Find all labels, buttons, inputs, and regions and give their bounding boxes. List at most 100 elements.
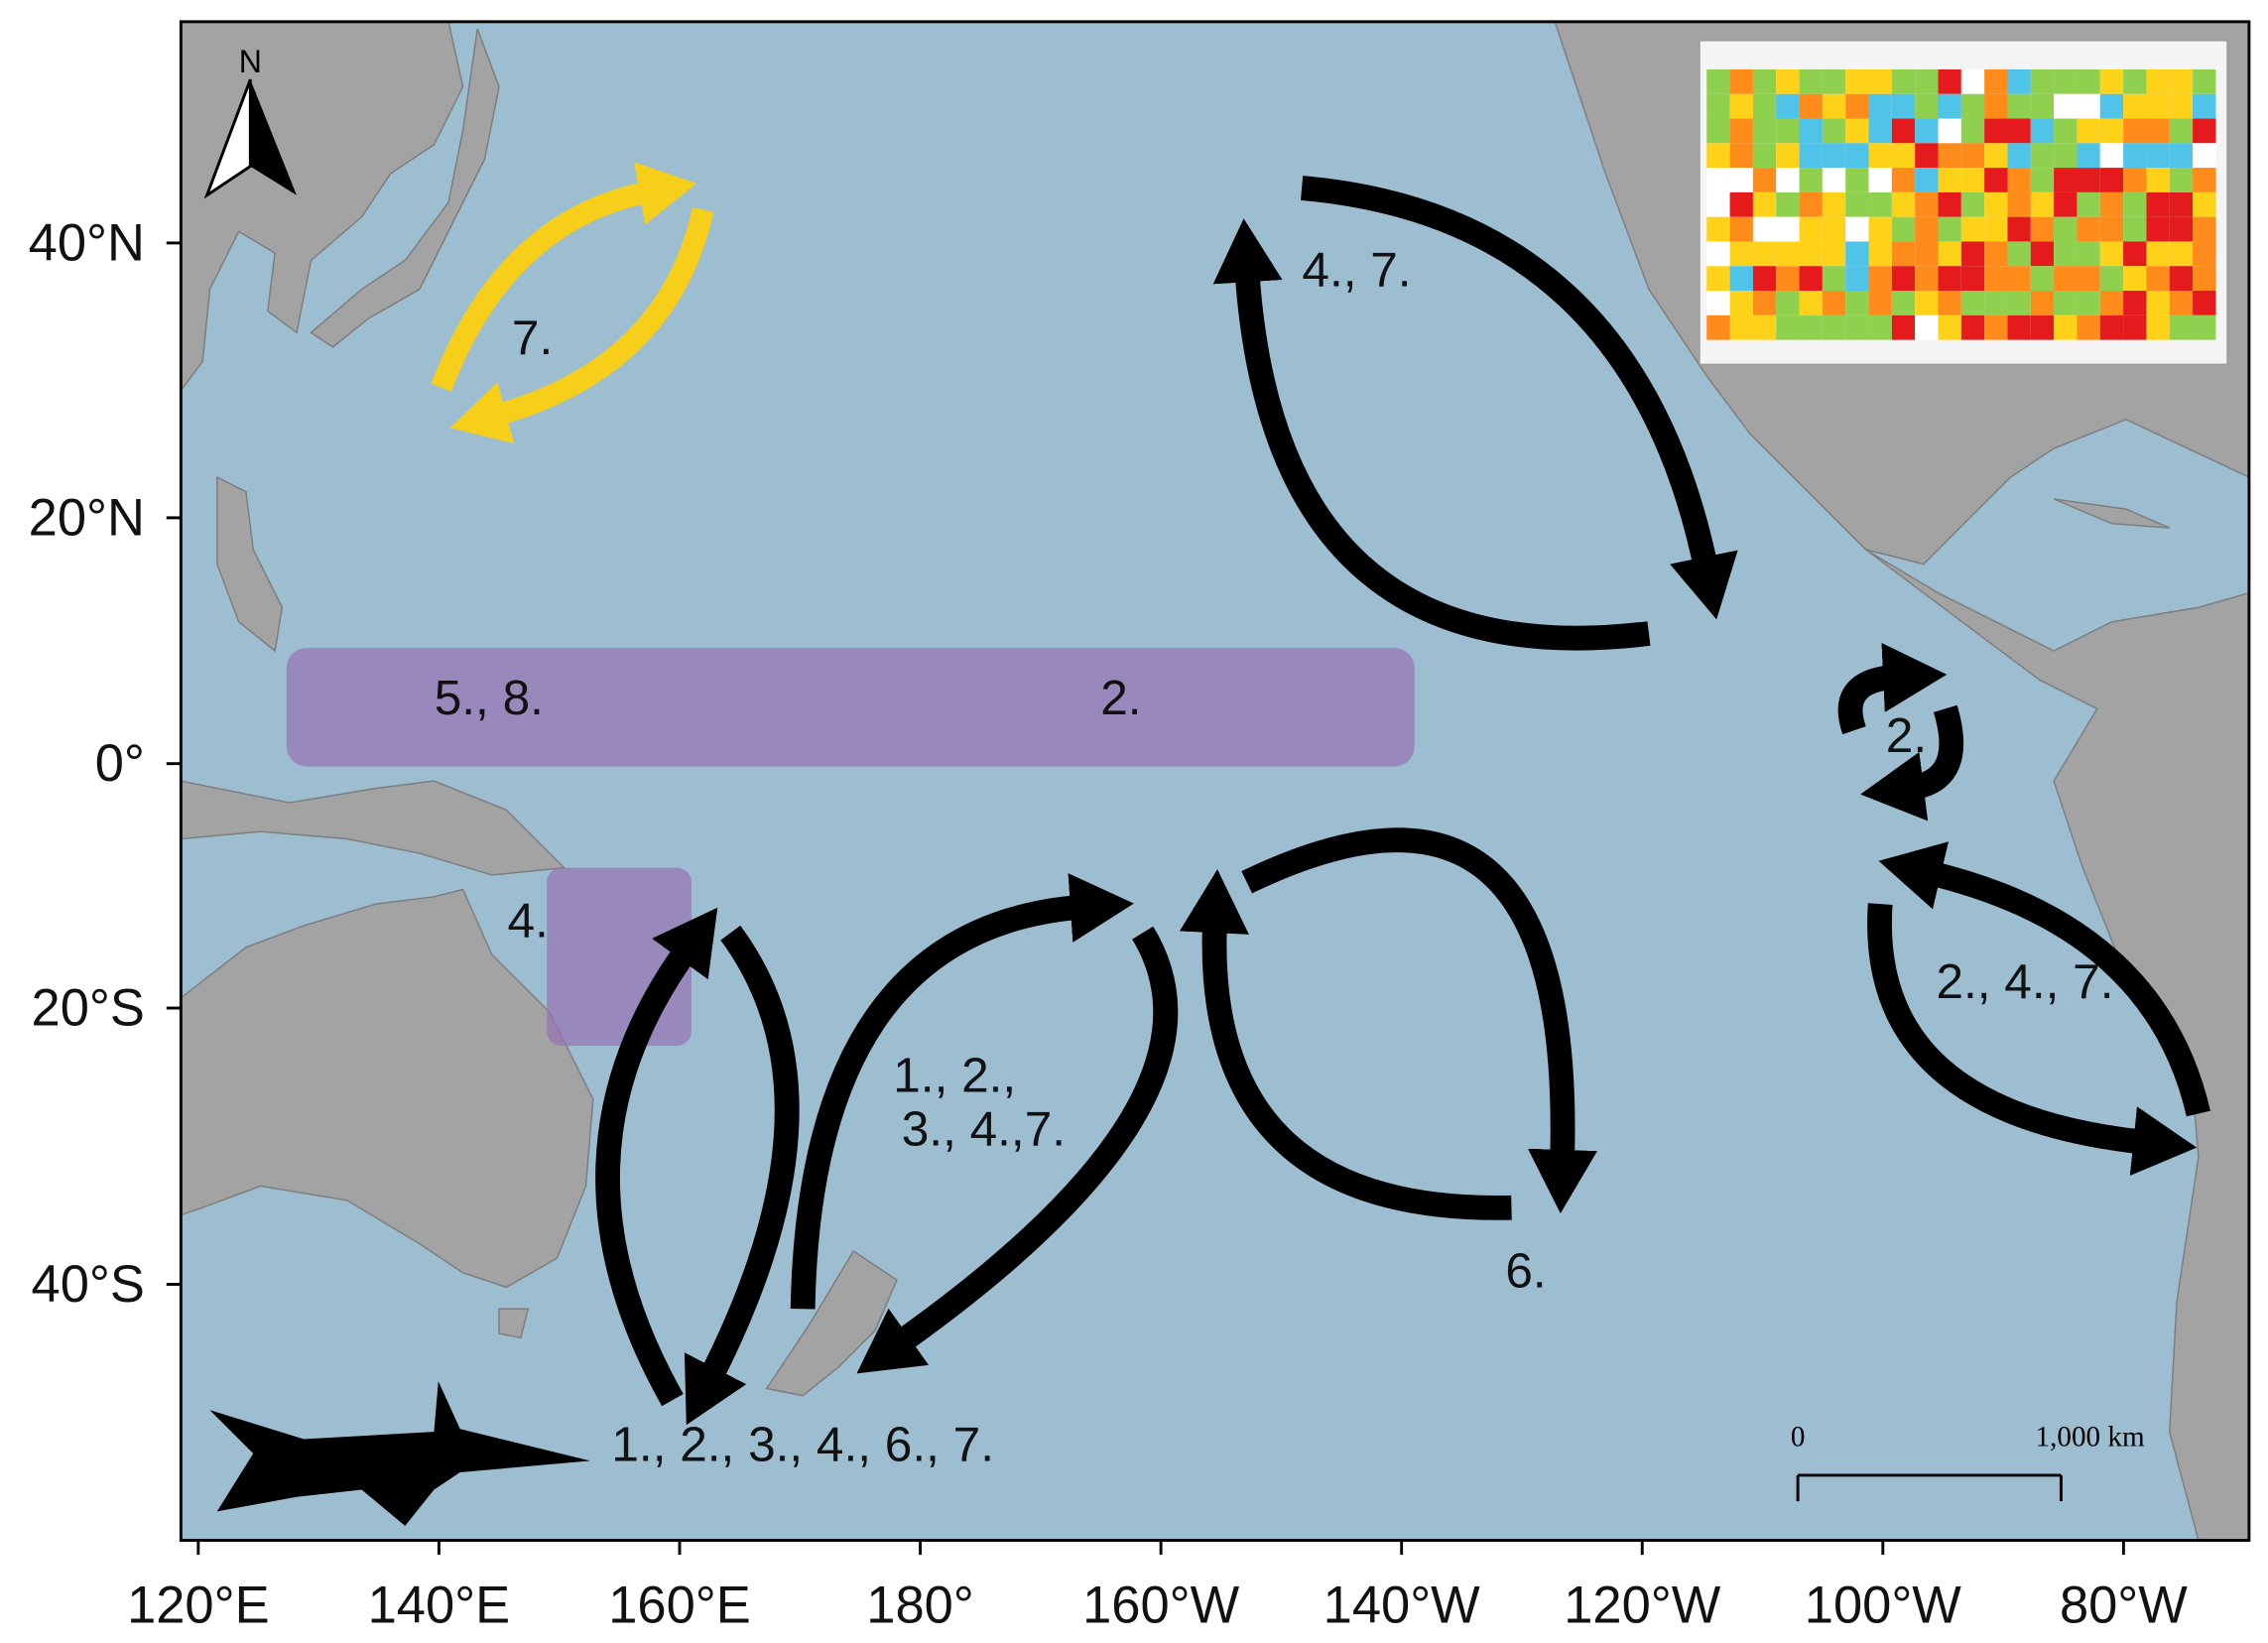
inset-cell xyxy=(1891,216,1916,242)
inset-cell xyxy=(1845,168,1869,192)
inset-cell xyxy=(2123,315,2147,340)
y-tick-label: 20°S xyxy=(32,980,145,1038)
inset-cell xyxy=(1799,216,1823,242)
inset-cell xyxy=(1845,143,1869,169)
inset-cell xyxy=(1822,143,1846,169)
inset-cell xyxy=(1729,68,1753,94)
migration-arrow xyxy=(856,926,1179,1374)
x-tick-label: 140°E xyxy=(368,1578,511,1635)
inset-cell xyxy=(2123,68,2147,94)
inset-cell xyxy=(1845,266,1869,292)
inset-cell xyxy=(2030,315,2055,340)
inset-cell xyxy=(1891,241,1916,267)
migration-arrow xyxy=(1179,869,1512,1220)
inset-cell xyxy=(1891,168,1916,192)
inset-cell xyxy=(1799,118,1823,144)
inset-cell xyxy=(2030,68,2055,94)
inset-cell xyxy=(2169,216,2194,242)
inset-cell xyxy=(1822,68,1846,94)
inset-cell xyxy=(2193,266,2216,292)
inset-cell xyxy=(2146,291,2170,316)
inset-cell xyxy=(2077,68,2100,94)
inset-cell xyxy=(1776,266,1800,292)
x-tick-label: 120°E xyxy=(127,1578,270,1635)
inset-cell xyxy=(1868,216,1892,242)
inset-cell xyxy=(2169,143,2194,169)
inset-cell xyxy=(2099,315,2124,340)
inset-cell xyxy=(1799,315,1823,340)
x-tick-label: 100°W xyxy=(1805,1578,1962,1635)
inset-cell xyxy=(1960,93,1985,119)
inset-cell xyxy=(2077,266,2100,292)
migration-arrow xyxy=(1837,642,1948,735)
inset-cell xyxy=(2169,191,2194,217)
inset-cell xyxy=(2146,118,2170,144)
inset-cell xyxy=(2099,118,2124,144)
inset-cell xyxy=(2030,143,2055,169)
inset-cell xyxy=(1776,93,1800,119)
inset-cell xyxy=(1706,291,1730,316)
inset-cell xyxy=(1706,315,1730,340)
y-tick-label: 40°N xyxy=(29,214,145,272)
inset-cell xyxy=(1776,168,1800,192)
inset-cell xyxy=(2146,216,2170,242)
inset-cell xyxy=(1891,315,1916,340)
y-tick-label: 0° xyxy=(95,735,145,793)
region-label: 2. xyxy=(1886,707,1927,763)
inset-cell xyxy=(2099,168,2124,192)
inset-cell xyxy=(2054,143,2078,169)
region-label: 5., 8. xyxy=(435,670,544,725)
land xyxy=(181,21,2249,1541)
inset-cell xyxy=(1960,118,1985,144)
inset-cell xyxy=(2054,191,2078,217)
inset-cell xyxy=(2099,216,2124,242)
inset-cell xyxy=(1822,93,1846,119)
region-label: 2., 4., 7. xyxy=(1936,953,2113,1009)
inset-cell xyxy=(2007,118,2031,144)
inset-cell xyxy=(1960,216,1985,242)
inset-cell xyxy=(2193,143,2216,169)
inset-cell xyxy=(1799,291,1823,316)
inset-cell xyxy=(2169,118,2194,144)
inset-cell xyxy=(1960,168,1985,192)
region-band xyxy=(286,648,1415,767)
migration-arrow xyxy=(790,873,1134,1310)
inset-cell xyxy=(2054,68,2078,94)
inset-cell xyxy=(2007,168,2031,192)
migration-arrow xyxy=(431,162,697,392)
inset-cell xyxy=(1706,241,1730,267)
inset-cell xyxy=(2077,143,2100,169)
inset-cell xyxy=(1845,93,1869,119)
inset-cell xyxy=(2030,118,2055,144)
inset-cell xyxy=(2030,216,2055,242)
inset-cell xyxy=(1891,291,1916,316)
inset-cell xyxy=(1799,266,1823,292)
region-label: 7. xyxy=(512,310,553,365)
inset-cell xyxy=(1729,216,1753,242)
inset-cell xyxy=(1960,191,1985,217)
inset-cell xyxy=(2123,168,2147,192)
inset-cell xyxy=(1752,241,1777,267)
inset-cell xyxy=(1938,143,1961,169)
inset-cell xyxy=(1752,118,1777,144)
inset-cell xyxy=(1706,118,1730,144)
inset-cell xyxy=(1891,266,1916,292)
scale-bar: 0 1,000 km xyxy=(1791,1422,2145,1502)
inset-cell xyxy=(1752,291,1777,316)
inset-cell xyxy=(1822,241,1846,267)
inset-cell xyxy=(1868,68,1892,94)
region-label: 3., 4.,7. xyxy=(902,1101,1066,1157)
inset-cell xyxy=(1915,143,1939,169)
inset-cell xyxy=(2193,191,2216,217)
inset-cell xyxy=(2123,266,2147,292)
inset-cell xyxy=(2077,168,2100,192)
inset-cell xyxy=(2123,216,2147,242)
inset-cell xyxy=(2146,241,2170,267)
inset-cell xyxy=(1984,241,2008,267)
inset-cell xyxy=(2146,315,2170,340)
inset-cell xyxy=(2099,291,2124,316)
inset-cell xyxy=(1776,118,1800,144)
inset-cell xyxy=(1776,191,1800,217)
inset-cell xyxy=(1752,216,1777,242)
